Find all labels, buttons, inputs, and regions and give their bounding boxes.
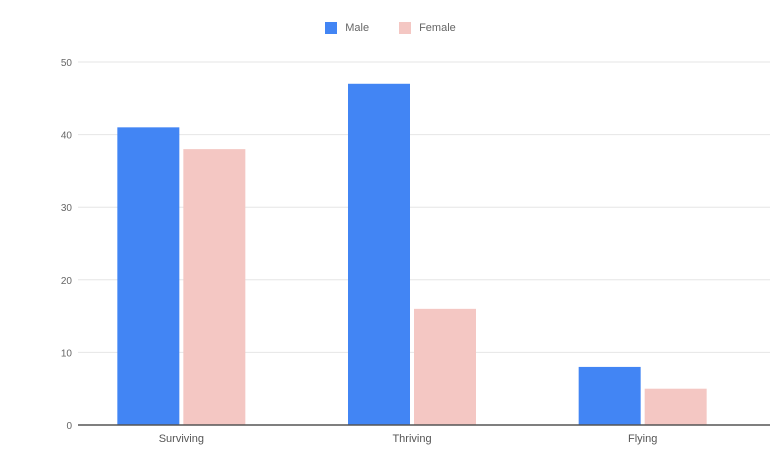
bar-female-thriving[interactable] — [414, 308, 476, 425]
bar-male-flying[interactable] — [578, 366, 641, 425]
y-tick-label-10: 10 — [61, 348, 73, 359]
y-tick-label-50: 50 — [61, 58, 73, 69]
bar-male-surviving[interactable] — [117, 127, 180, 425]
bar-female-surviving[interactable] — [183, 149, 246, 425]
legend: Male Female — [0, 22, 781, 34]
x-tick-label-thriving: Thriving — [392, 433, 431, 445]
bar-female-flying[interactable] — [644, 388, 707, 425]
legend-label-female: Female — [419, 22, 456, 34]
legend-swatch-male — [325, 22, 338, 34]
y-tick-label-40: 40 — [61, 131, 73, 142]
legend-label-male: Male — [345, 22, 370, 34]
bar-male-thriving[interactable] — [348, 83, 410, 425]
legend-item-male[interactable]: Male — [325, 22, 369, 34]
legend-item-female[interactable]: Female — [399, 22, 456, 34]
legend-swatch-female — [399, 22, 412, 34]
y-tick-label-20: 20 — [61, 276, 73, 287]
x-tick-label-flying: Flying — [628, 433, 657, 445]
y-tick-label-0: 0 — [66, 421, 72, 432]
x-tick-label-surviving: Surviving — [159, 433, 204, 445]
y-tick-label-30: 30 — [61, 203, 73, 214]
